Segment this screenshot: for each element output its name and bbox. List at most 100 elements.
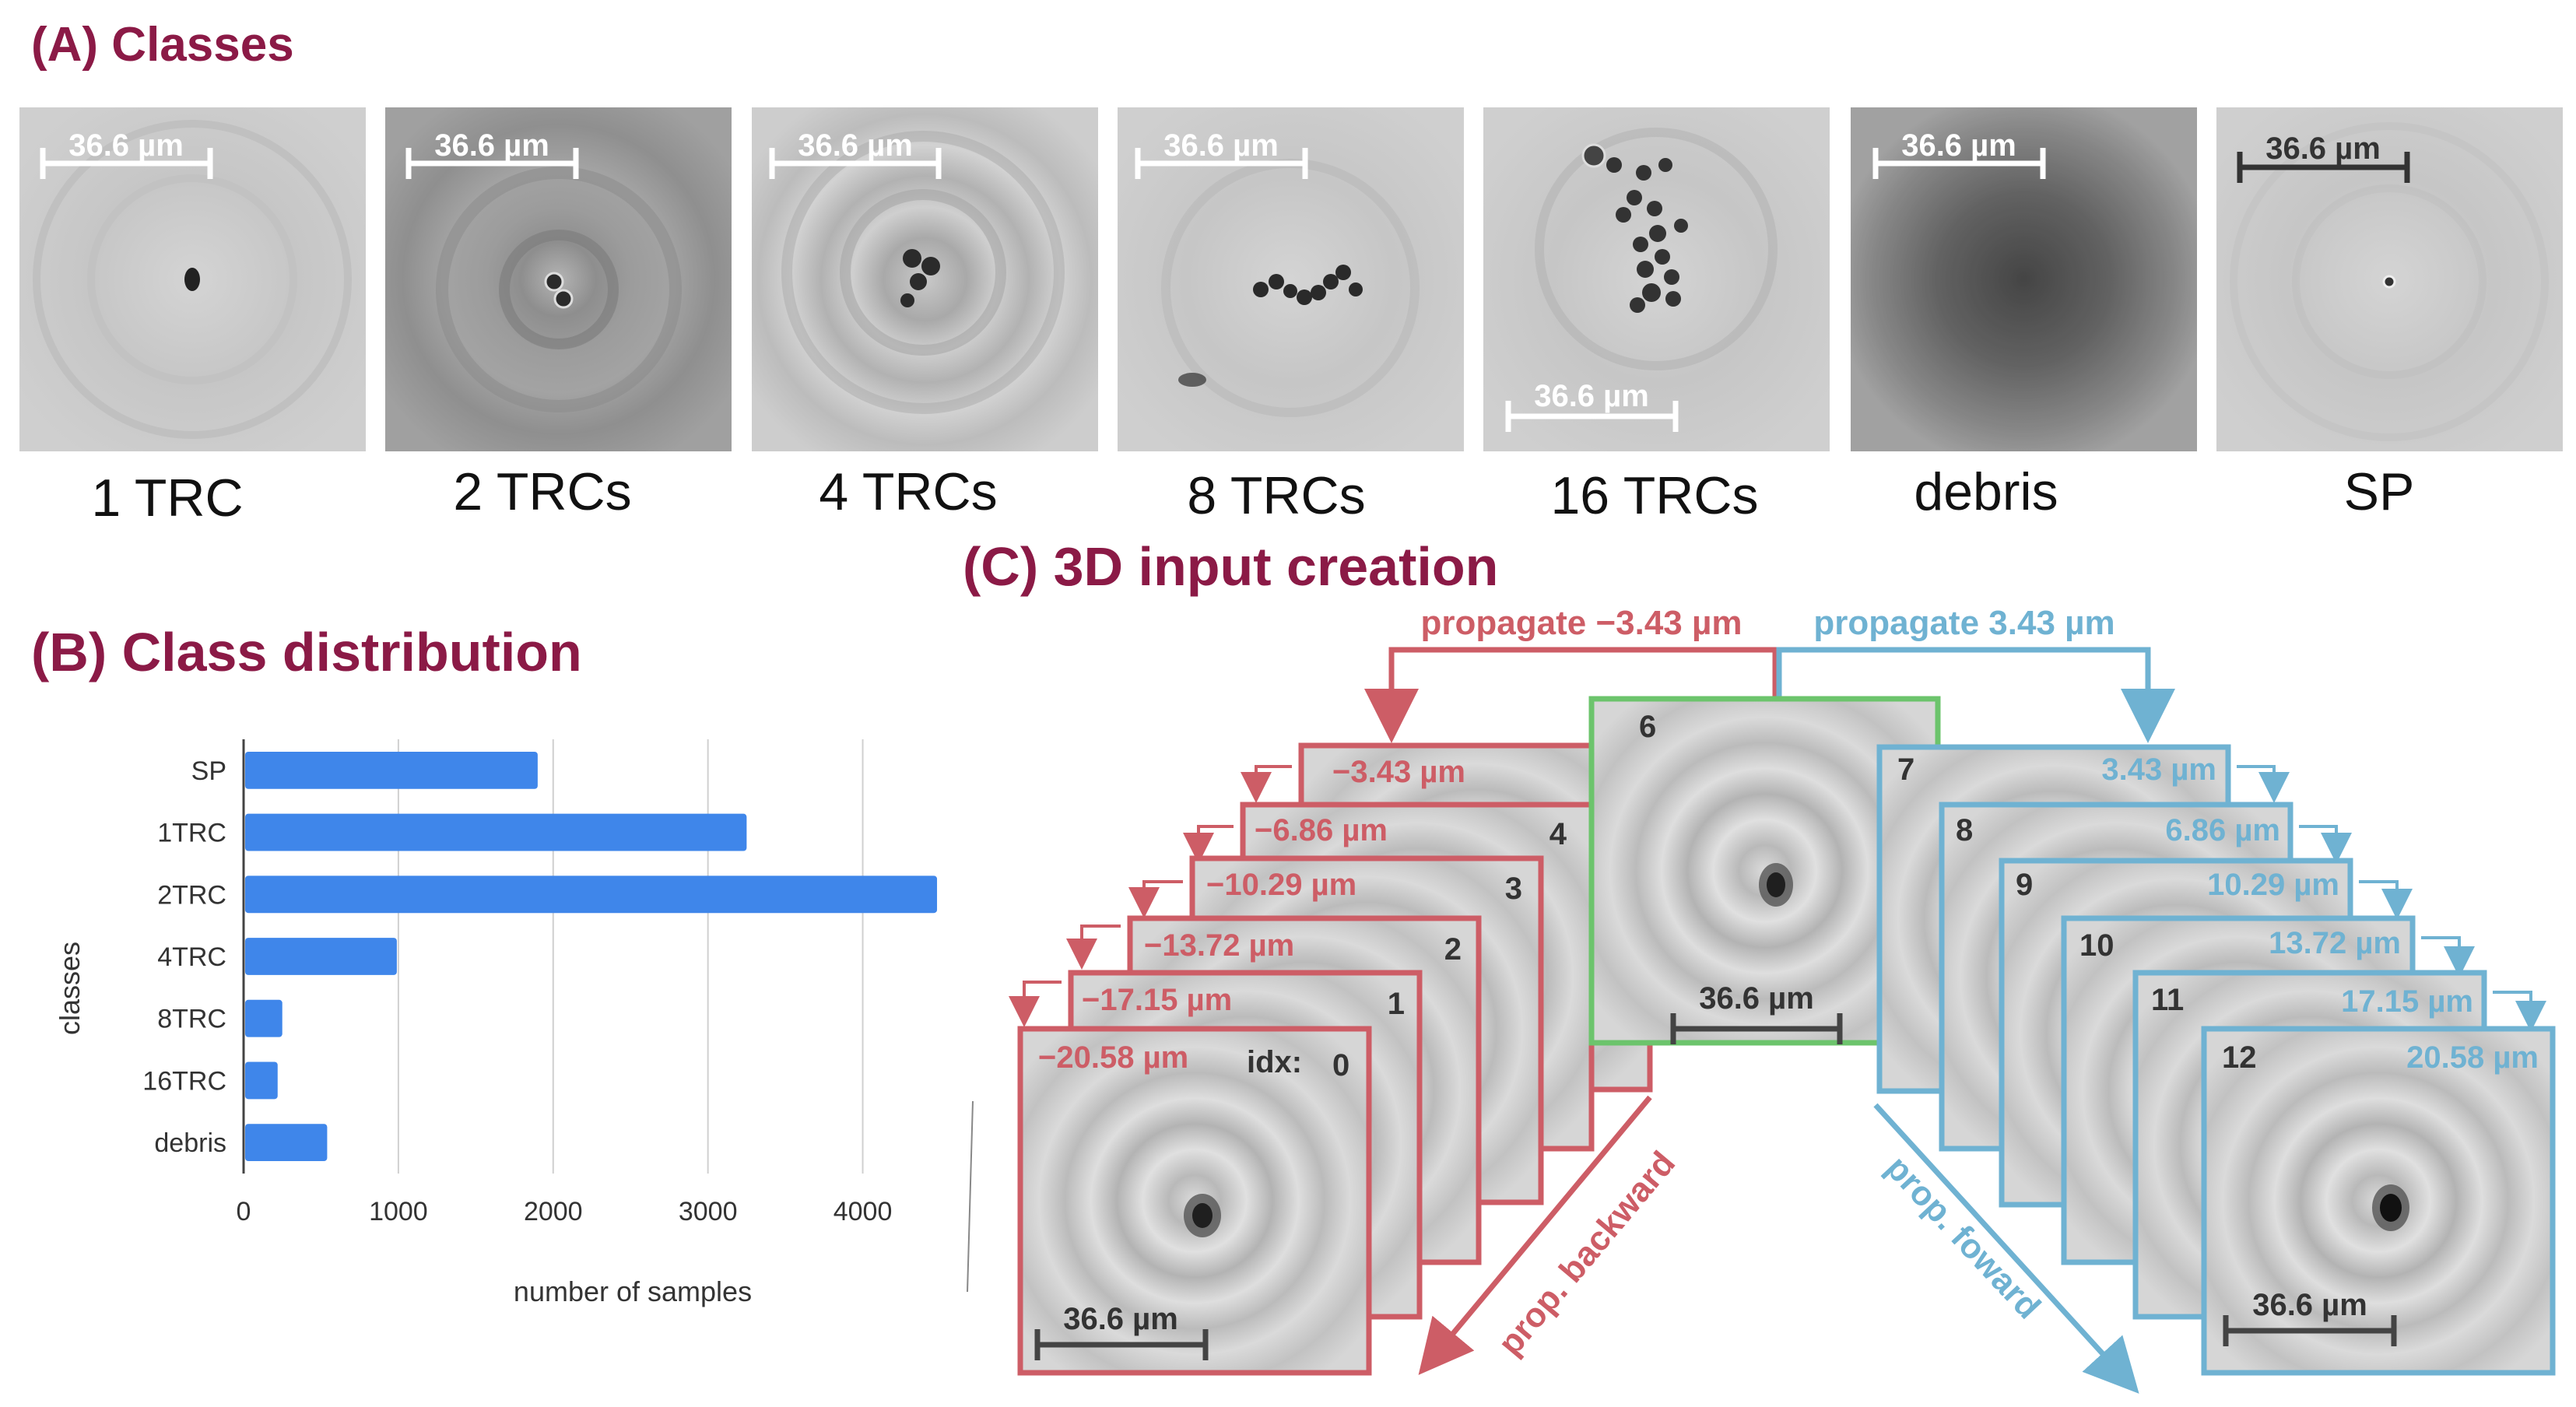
svg-text:36.6 µm: 36.6 µm — [2265, 132, 2381, 166]
x-tick-label: 3000 — [679, 1197, 738, 1226]
bar-sp — [245, 751, 538, 789]
step-arrow — [2299, 825, 2352, 864]
class-tile-4trcs: 36.6 µm — [752, 107, 1098, 451]
y-axis-label: classes — [54, 942, 86, 1035]
class-tile-debris: 36.6 µm — [1851, 107, 2197, 451]
stack-frame-backward-front: −20.58 µm idx: 0 36.6 µm — [1017, 1026, 1372, 1376]
x-axis-label: number of samples — [514, 1275, 752, 1307]
class-caption: 16 TRCs — [1550, 466, 1758, 525]
svg-text:36.6 µm: 36.6 µm — [1163, 128, 1279, 163]
depth-label: 20.58 µm — [2406, 1040, 2539, 1075]
step-arrow — [1009, 981, 1062, 1027]
svg-text:36.6 µm: 36.6 µm — [1699, 981, 1814, 1016]
depth-label: −17.15 µm — [1082, 983, 1232, 1017]
depth-label: −6.86 µm — [1255, 813, 1388, 847]
slice-index: 7 — [1897, 753, 1914, 787]
scale-bar: 36.6 µm — [40, 128, 213, 179]
x-tick-label: 2000 — [524, 1197, 583, 1226]
slice-index: 2 — [1444, 932, 1462, 967]
depth-label: −3.43 µm — [1332, 755, 1465, 789]
backward-stack: −3.43 µm 5 −6.86 µm 4 −10.29 µm 3 −13.72… — [1009, 742, 1653, 1376]
bar-debris — [245, 1124, 328, 1162]
svg-text:36.6 µm: 36.6 µm — [1534, 379, 1649, 413]
slice-index: 11 — [2151, 983, 2184, 1017]
category-label: 1TRC — [157, 819, 226, 848]
bar-16trc — [245, 1061, 278, 1100]
slice-index: 3 — [1505, 872, 1522, 906]
bar-8trc — [245, 999, 283, 1037]
category-label: 4TRC — [157, 942, 226, 972]
depth-label: 17.15 µm — [2341, 984, 2473, 1019]
idx-label: idx: — [1247, 1045, 1302, 1079]
scale-bar: 36.6 µm — [1034, 1302, 1209, 1360]
step-arrow — [1128, 880, 1183, 918]
category-label: debris — [154, 1128, 226, 1158]
bar-4trc — [245, 938, 397, 975]
class-tile-2trcs: 36.6 µm — [385, 107, 732, 451]
slice-index: 1 — [1388, 987, 1405, 1021]
prop-backward-arrow — [1418, 1095, 1652, 1375]
bar-2trc — [245, 875, 938, 914]
class-distribution-chart: SP 1TRC 2TRC 4TRC 8TRC 16TRC debris 0 1000 2000 3… — [54, 739, 938, 1307]
depth-label: 6.86 µm — [2165, 813, 2280, 847]
svg-text:36.6 µm: 36.6 µm — [2252, 1288, 2367, 1322]
slice-index: 6 — [1639, 710, 1656, 744]
class-tile-16trcs: 36.6 µm — [1483, 107, 1830, 451]
depth-label: −10.29 µm — [1206, 868, 1356, 902]
class-caption: 1 TRC — [91, 468, 243, 528]
slice-index: 8 — [1956, 813, 1973, 847]
class-caption: debris — [1914, 462, 2058, 521]
class-tile-1trc: 36.6 µm — [19, 107, 366, 451]
stack-frame-forward-front: 12 20.58 µm 36.6 µm — [2201, 1026, 2556, 1376]
scale-bar: 36.6 µm — [1872, 128, 2046, 179]
svg-text:36.6 µm: 36.6 µm — [68, 128, 184, 163]
depth-label: 10.29 µm — [2207, 868, 2339, 902]
scale-bar: 36.6 µm — [1670, 981, 1843, 1044]
step-arrow — [2493, 991, 2546, 1032]
step-arrow — [2359, 880, 2413, 920]
step-arrow — [1183, 825, 1234, 864]
prop-forward-arrow — [1873, 1103, 2139, 1394]
slice-index: 4 — [1549, 817, 1567, 851]
scale-bar: 36.6 µm — [1135, 128, 1308, 179]
class-caption: 4 TRCs — [819, 462, 997, 521]
scale-bar: 36.6 µm — [405, 128, 579, 179]
divider-line — [967, 1100, 974, 1293]
propagate-backward-label: propagate −3.43 µm — [1421, 604, 1742, 642]
panel-b-title: (B) Class distribution — [31, 622, 582, 682]
chart-gridlines — [397, 739, 864, 1174]
class-tile-sp: 36.6 µm — [2216, 107, 2563, 451]
step-arrow — [2421, 936, 2475, 977]
bar-1trc — [245, 813, 747, 851]
svg-text:36.6 µm: 36.6 µm — [1901, 128, 2016, 163]
class-tile-8trcs: 36.6 µm — [1118, 107, 1464, 451]
depth-label: 13.72 µm — [2269, 926, 2401, 960]
propagate-forward-label: propagate 3.43 µm — [1813, 604, 2114, 642]
class-thumbnails: 36.6 µm 36.6 µm — [19, 107, 2563, 528]
propagate-forward-arrow — [1776, 647, 2175, 743]
x-tick-label: 1000 — [369, 1197, 428, 1226]
forward-stack: 7 3.43 µm 8 6.86 µm 9 10.29 µm 10 13.72 … — [1876, 744, 2556, 1376]
depth-label: −13.72 µm — [1144, 928, 1294, 963]
svg-text:36.6 µm: 36.6 µm — [1063, 1302, 1178, 1336]
category-label: SP — [191, 756, 226, 786]
cell-blob — [184, 268, 200, 291]
category-label: 16TRC — [142, 1066, 226, 1096]
x-tick-label: 4000 — [834, 1197, 893, 1226]
slice-index: 0 — [1332, 1048, 1349, 1082]
panel-a-title: (A) Classes — [31, 18, 294, 72]
scale-bar: 36.6 µm — [1505, 379, 1679, 432]
svg-text:36.6 µm: 36.6 µm — [798, 128, 913, 163]
class-caption: SP — [2344, 462, 2415, 521]
x-tick-label: 0 — [237, 1197, 251, 1226]
category-label: 2TRC — [157, 880, 226, 910]
slice-index: 9 — [2016, 868, 2033, 902]
step-arrow — [2237, 765, 2290, 803]
propagate-backward-arrow — [1364, 647, 1778, 743]
class-caption: 2 TRCs — [453, 462, 631, 521]
step-arrow — [1066, 925, 1121, 970]
scale-bar: 36.6 µm — [769, 128, 942, 179]
slice-index: 10 — [2079, 928, 2114, 963]
panel-c-title: (C) 3D input creation — [963, 536, 1498, 597]
